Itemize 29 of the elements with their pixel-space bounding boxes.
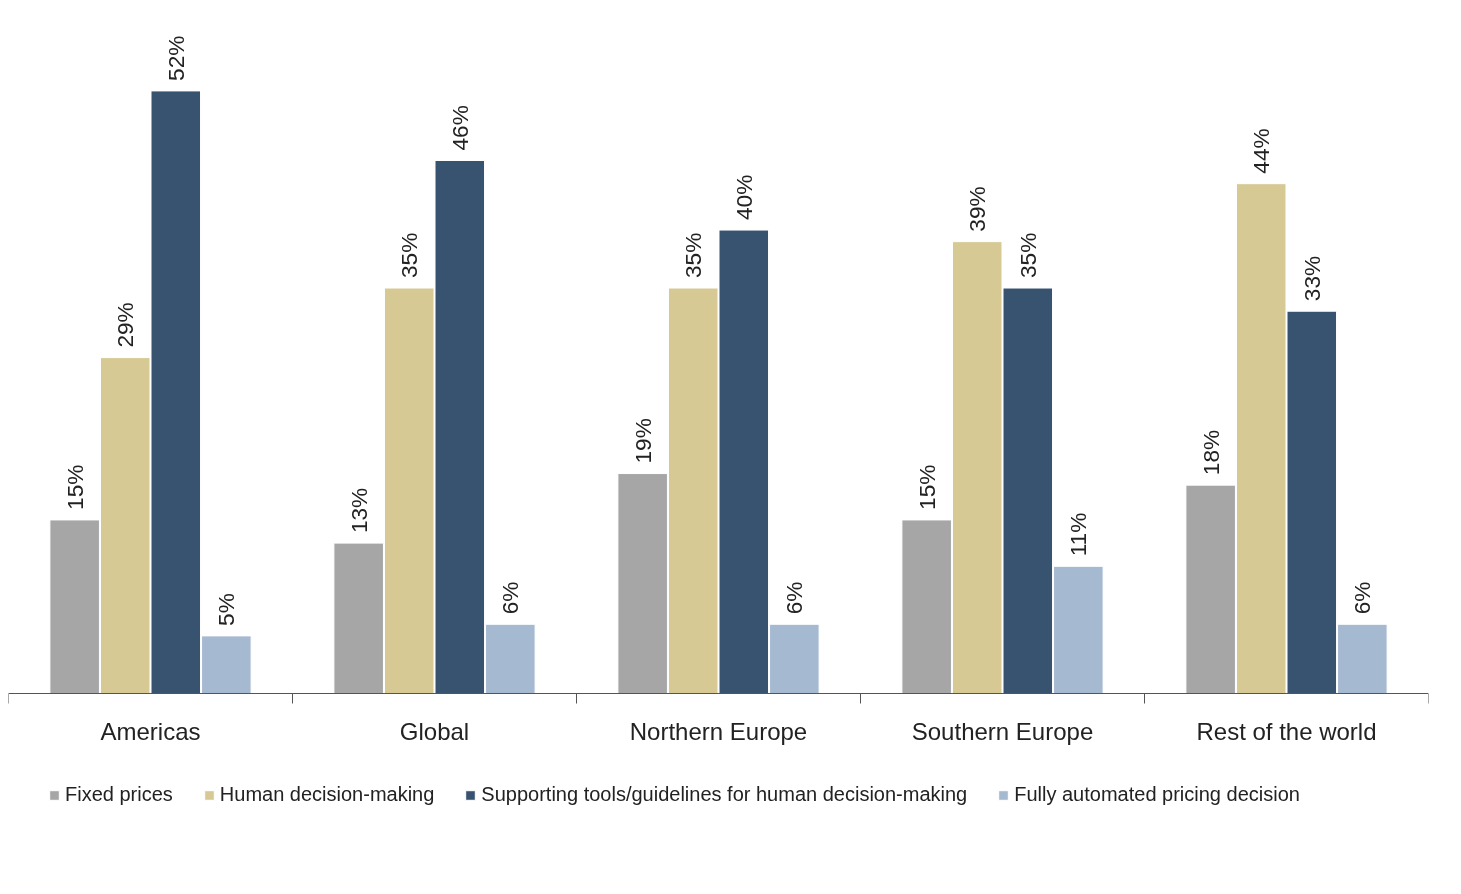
x-tick-label: Global	[399, 717, 470, 745]
x-tick-label: Northern Europe	[629, 717, 808, 745]
legend-label: Fixed prices	[65, 783, 173, 806]
data-label: 6%	[1349, 581, 1376, 615]
data-label: 18%	[1197, 429, 1224, 476]
data-label: 33%	[1298, 255, 1325, 302]
data-label: 35%	[680, 232, 707, 279]
data-label: 44%	[1248, 128, 1275, 174]
data-label: 15%	[913, 464, 940, 510]
data-label: 13%	[345, 487, 372, 534]
data-label: 52%	[162, 35, 189, 81]
data-label: 40%	[730, 174, 757, 221]
legend-label: Supporting tools/guidelines for human decision-making	[481, 783, 968, 806]
data-label: 15%	[61, 464, 88, 510]
data-label: 11%	[1065, 512, 1092, 557]
data-label: 46%	[446, 105, 473, 151]
data-label: 6%	[781, 581, 808, 615]
data-label: 5%	[213, 593, 240, 626]
legend-label: Fully automated pricing decision	[1014, 783, 1300, 806]
x-tick-label: Rest of the world	[1196, 717, 1377, 745]
data-label: 35%	[1014, 232, 1041, 279]
data-label: 6%	[497, 581, 524, 615]
x-tick-label: Americas	[100, 717, 201, 745]
x-tick-label: Southern Europe	[911, 717, 1094, 745]
data-label: 35%	[396, 232, 423, 279]
data-label: 19%	[629, 418, 656, 464]
data-label: 29%	[112, 302, 139, 348]
data-label: 39%	[964, 186, 991, 232]
legend-label: Human decision-making	[219, 783, 435, 806]
